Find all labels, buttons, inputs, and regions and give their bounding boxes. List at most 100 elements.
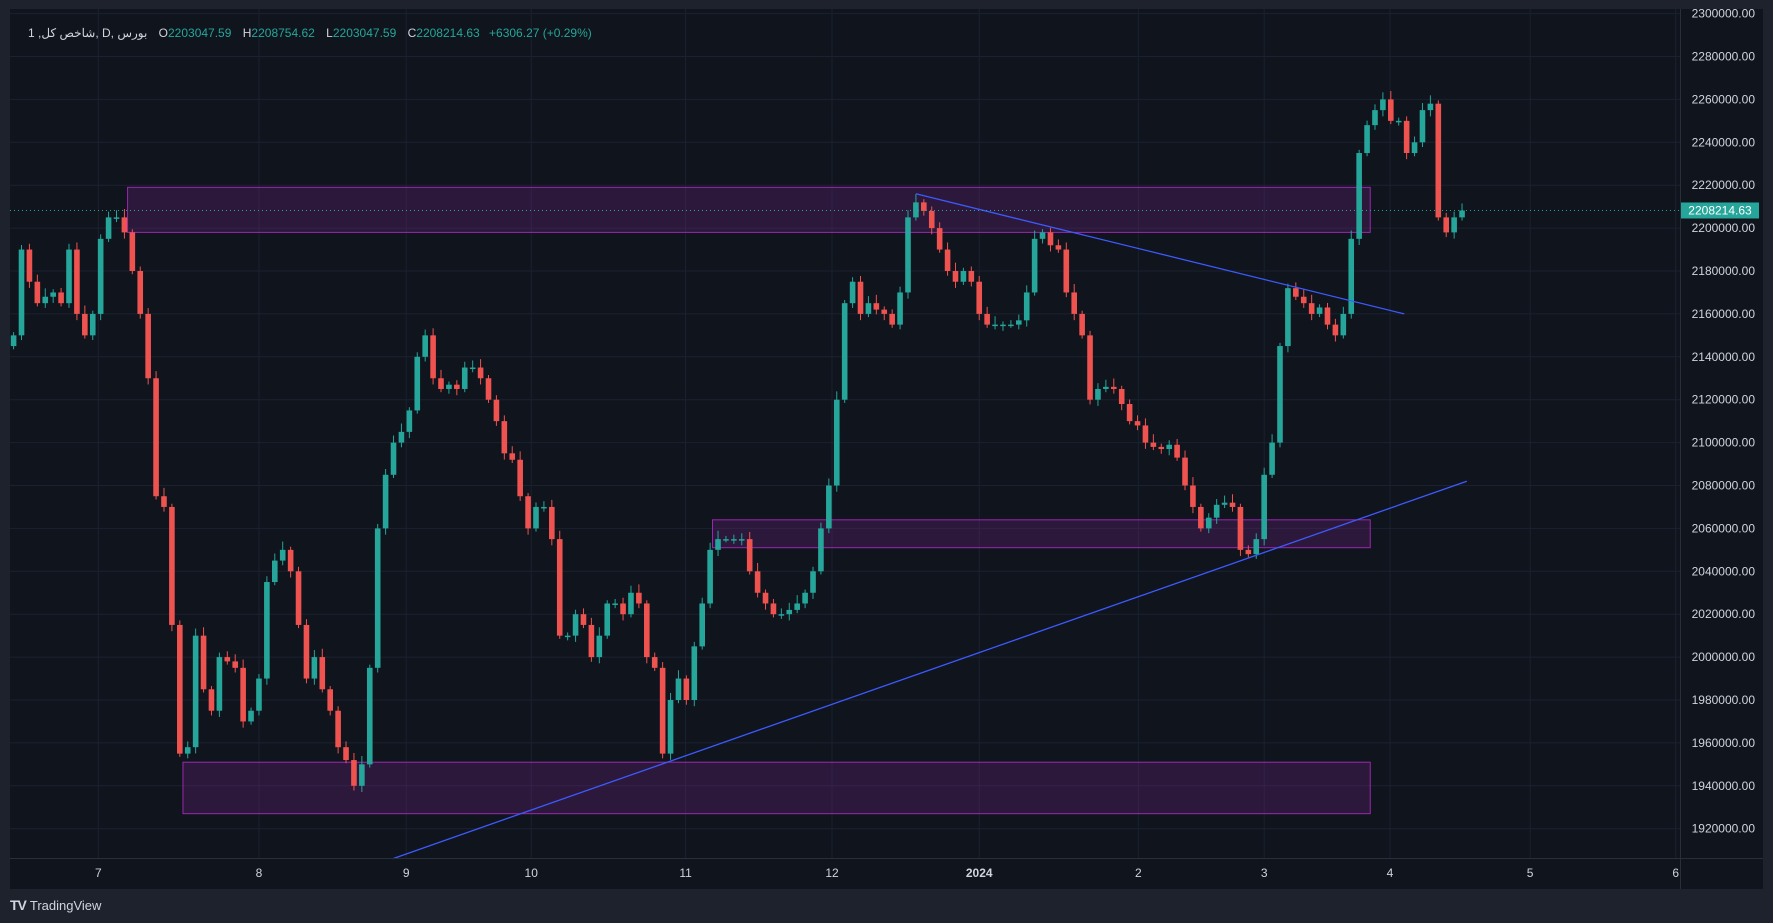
price-tick-label: 1920000.00 bbox=[1692, 822, 1756, 836]
candle-up bbox=[826, 485, 832, 529]
time-tick-label: 9 bbox=[403, 866, 410, 880]
candle-up bbox=[1380, 99, 1386, 111]
candle-up bbox=[374, 528, 381, 668]
price-tick-label: 2020000.00 bbox=[1692, 607, 1756, 621]
candle-down bbox=[1388, 99, 1394, 121]
candle-up bbox=[667, 700, 674, 754]
candle-down bbox=[1435, 103, 1442, 218]
candle-up bbox=[818, 528, 824, 572]
supply-demand-zone[interactable] bbox=[182, 761, 1371, 815]
candle-down bbox=[1182, 457, 1188, 486]
candle-down bbox=[1237, 506, 1244, 550]
candle-up bbox=[1459, 210, 1465, 218]
trendline[interactable] bbox=[915, 193, 1405, 315]
candle-down bbox=[1308, 303, 1315, 314]
candle-up bbox=[849, 281, 856, 304]
candle-down bbox=[1055, 245, 1062, 250]
candle-up bbox=[731, 539, 737, 541]
candle-down bbox=[1190, 485, 1196, 507]
candle-up bbox=[42, 296, 49, 304]
candle-down bbox=[34, 281, 41, 304]
candle-up bbox=[256, 678, 262, 711]
candle-up bbox=[596, 635, 603, 658]
high-label: H bbox=[242, 26, 252, 40]
candle-up bbox=[533, 506, 539, 529]
candle-up bbox=[802, 592, 808, 604]
candle-down bbox=[1071, 292, 1078, 314]
candle-down bbox=[659, 667, 666, 754]
low-value: 2203047.59 bbox=[332, 26, 397, 40]
price-tick-label: 2160000.00 bbox=[1692, 307, 1756, 321]
time-tick-label: 12 bbox=[825, 866, 839, 880]
price-tick-label: 2060000.00 bbox=[1692, 521, 1756, 535]
candle-up bbox=[1348, 238, 1355, 314]
time-tick-label: 7 bbox=[95, 866, 102, 880]
candle-down bbox=[1142, 425, 1149, 443]
candle-up bbox=[406, 410, 413, 432]
candle-down bbox=[1158, 446, 1165, 450]
candle-up bbox=[97, 238, 104, 314]
symbol-label[interactable]: 1 ,شاخص کل, D, بورس bbox=[28, 26, 148, 40]
candle-down bbox=[1443, 217, 1450, 233]
candle-down bbox=[1403, 120, 1410, 154]
candle-up bbox=[1395, 120, 1402, 123]
candle-down bbox=[287, 549, 294, 572]
candle-up bbox=[469, 367, 476, 370]
candle-up bbox=[572, 614, 579, 636]
candle-down bbox=[319, 657, 326, 690]
candle-down bbox=[1118, 388, 1125, 404]
candle-down bbox=[549, 506, 555, 540]
brand-name[interactable]: TradingView bbox=[29, 897, 102, 913]
candle-down bbox=[889, 313, 895, 325]
candle-down bbox=[873, 303, 880, 310]
candle-up bbox=[1451, 217, 1457, 233]
candle-up bbox=[382, 474, 389, 529]
candle-down bbox=[485, 378, 492, 400]
candle-down bbox=[762, 592, 769, 604]
candle-up bbox=[1285, 288, 1291, 347]
candle-down bbox=[240, 667, 246, 722]
candle-down bbox=[58, 292, 64, 304]
candle-down bbox=[430, 335, 436, 379]
candle-up bbox=[865, 303, 872, 314]
candle-down bbox=[1198, 506, 1204, 529]
ohlc-legend: 1 ,شاخص کل, D, بورس O2203047.59 H2208754… bbox=[28, 26, 592, 40]
price-tick-label: 2200000.00 bbox=[1692, 221, 1756, 235]
price-tick-label: 1940000.00 bbox=[1692, 779, 1756, 793]
time-tick-label: 4 bbox=[1387, 866, 1394, 880]
candle-down bbox=[343, 747, 349, 761]
candle-down bbox=[984, 313, 990, 325]
candle-down bbox=[588, 624, 595, 658]
candle-down bbox=[857, 281, 864, 314]
candle-up bbox=[794, 603, 800, 610]
supply-demand-zone[interactable] bbox=[127, 186, 1371, 233]
candle-down bbox=[1134, 421, 1141, 426]
candle-up bbox=[1269, 442, 1275, 475]
candle-up bbox=[1016, 320, 1022, 325]
candle-up bbox=[905, 217, 911, 293]
trendline[interactable] bbox=[392, 480, 1468, 860]
candle-up bbox=[66, 249, 72, 304]
supply-demand-zone[interactable] bbox=[711, 519, 1371, 549]
candle-down bbox=[976, 281, 983, 314]
tradingview-logo-icon[interactable]: TV bbox=[10, 897, 27, 913]
price-tick-label: 2260000.00 bbox=[1692, 92, 1756, 106]
candle-down bbox=[1079, 313, 1085, 336]
candle-up bbox=[992, 324, 998, 327]
candle-down bbox=[477, 367, 484, 379]
candle-up bbox=[738, 539, 745, 541]
candle-down bbox=[1174, 444, 1180, 458]
candle-down bbox=[644, 603, 650, 658]
candle-down bbox=[881, 309, 888, 314]
candle-down bbox=[200, 635, 207, 690]
candle-down bbox=[1324, 307, 1331, 325]
candle-up bbox=[1356, 153, 1362, 239]
candlestick-chart[interactable]: 2300000.00 2280000.00 2260000.00 2240000.00… bbox=[10, 9, 1763, 889]
price-tick-label: 1960000.00 bbox=[1692, 736, 1756, 750]
candle-down bbox=[509, 453, 516, 460]
candle-up bbox=[1095, 388, 1101, 400]
price-tick-label: 2100000.00 bbox=[1692, 436, 1756, 450]
candle-down bbox=[351, 760, 357, 786]
price-tick-label: 2080000.00 bbox=[1692, 479, 1756, 493]
candle-up bbox=[1166, 444, 1172, 450]
